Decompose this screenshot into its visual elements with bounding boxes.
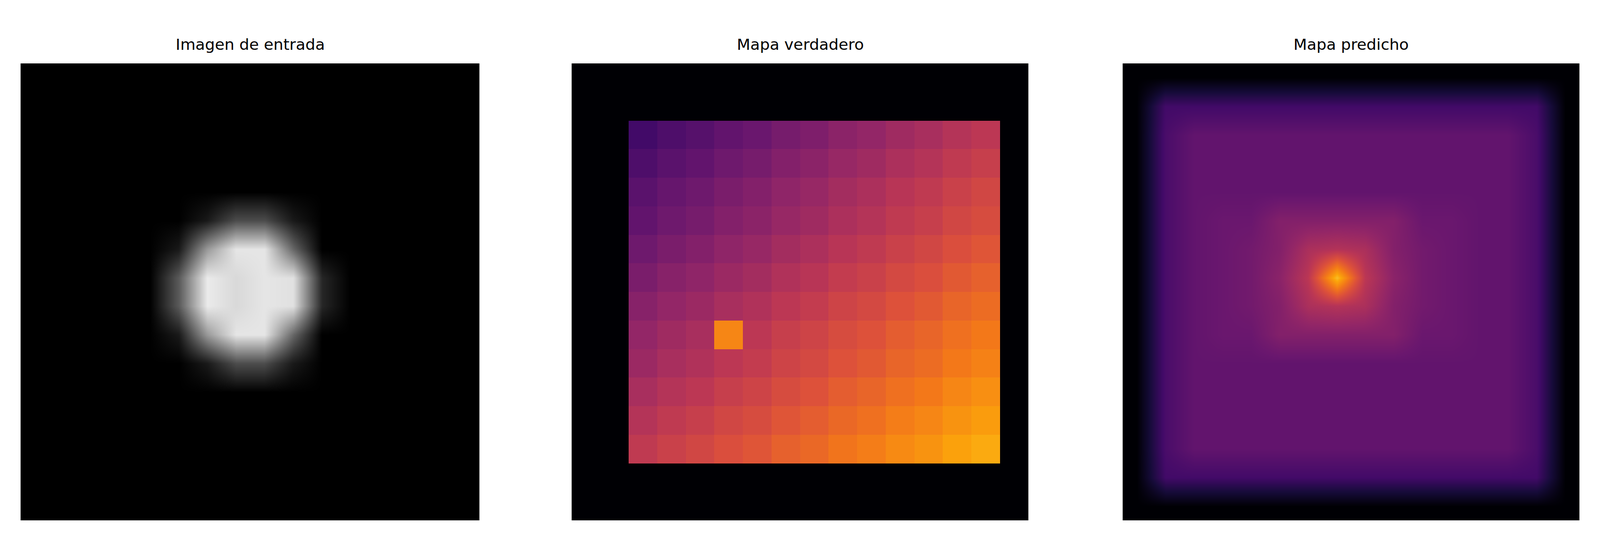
svg-text:Mapa verdadero: Mapa verdadero <box>736 35 864 54</box>
svg-text:Imagen de entrada: Imagen de entrada <box>175 35 325 54</box>
svg-text:Mapa predicho: Mapa predicho <box>1293 35 1409 54</box>
